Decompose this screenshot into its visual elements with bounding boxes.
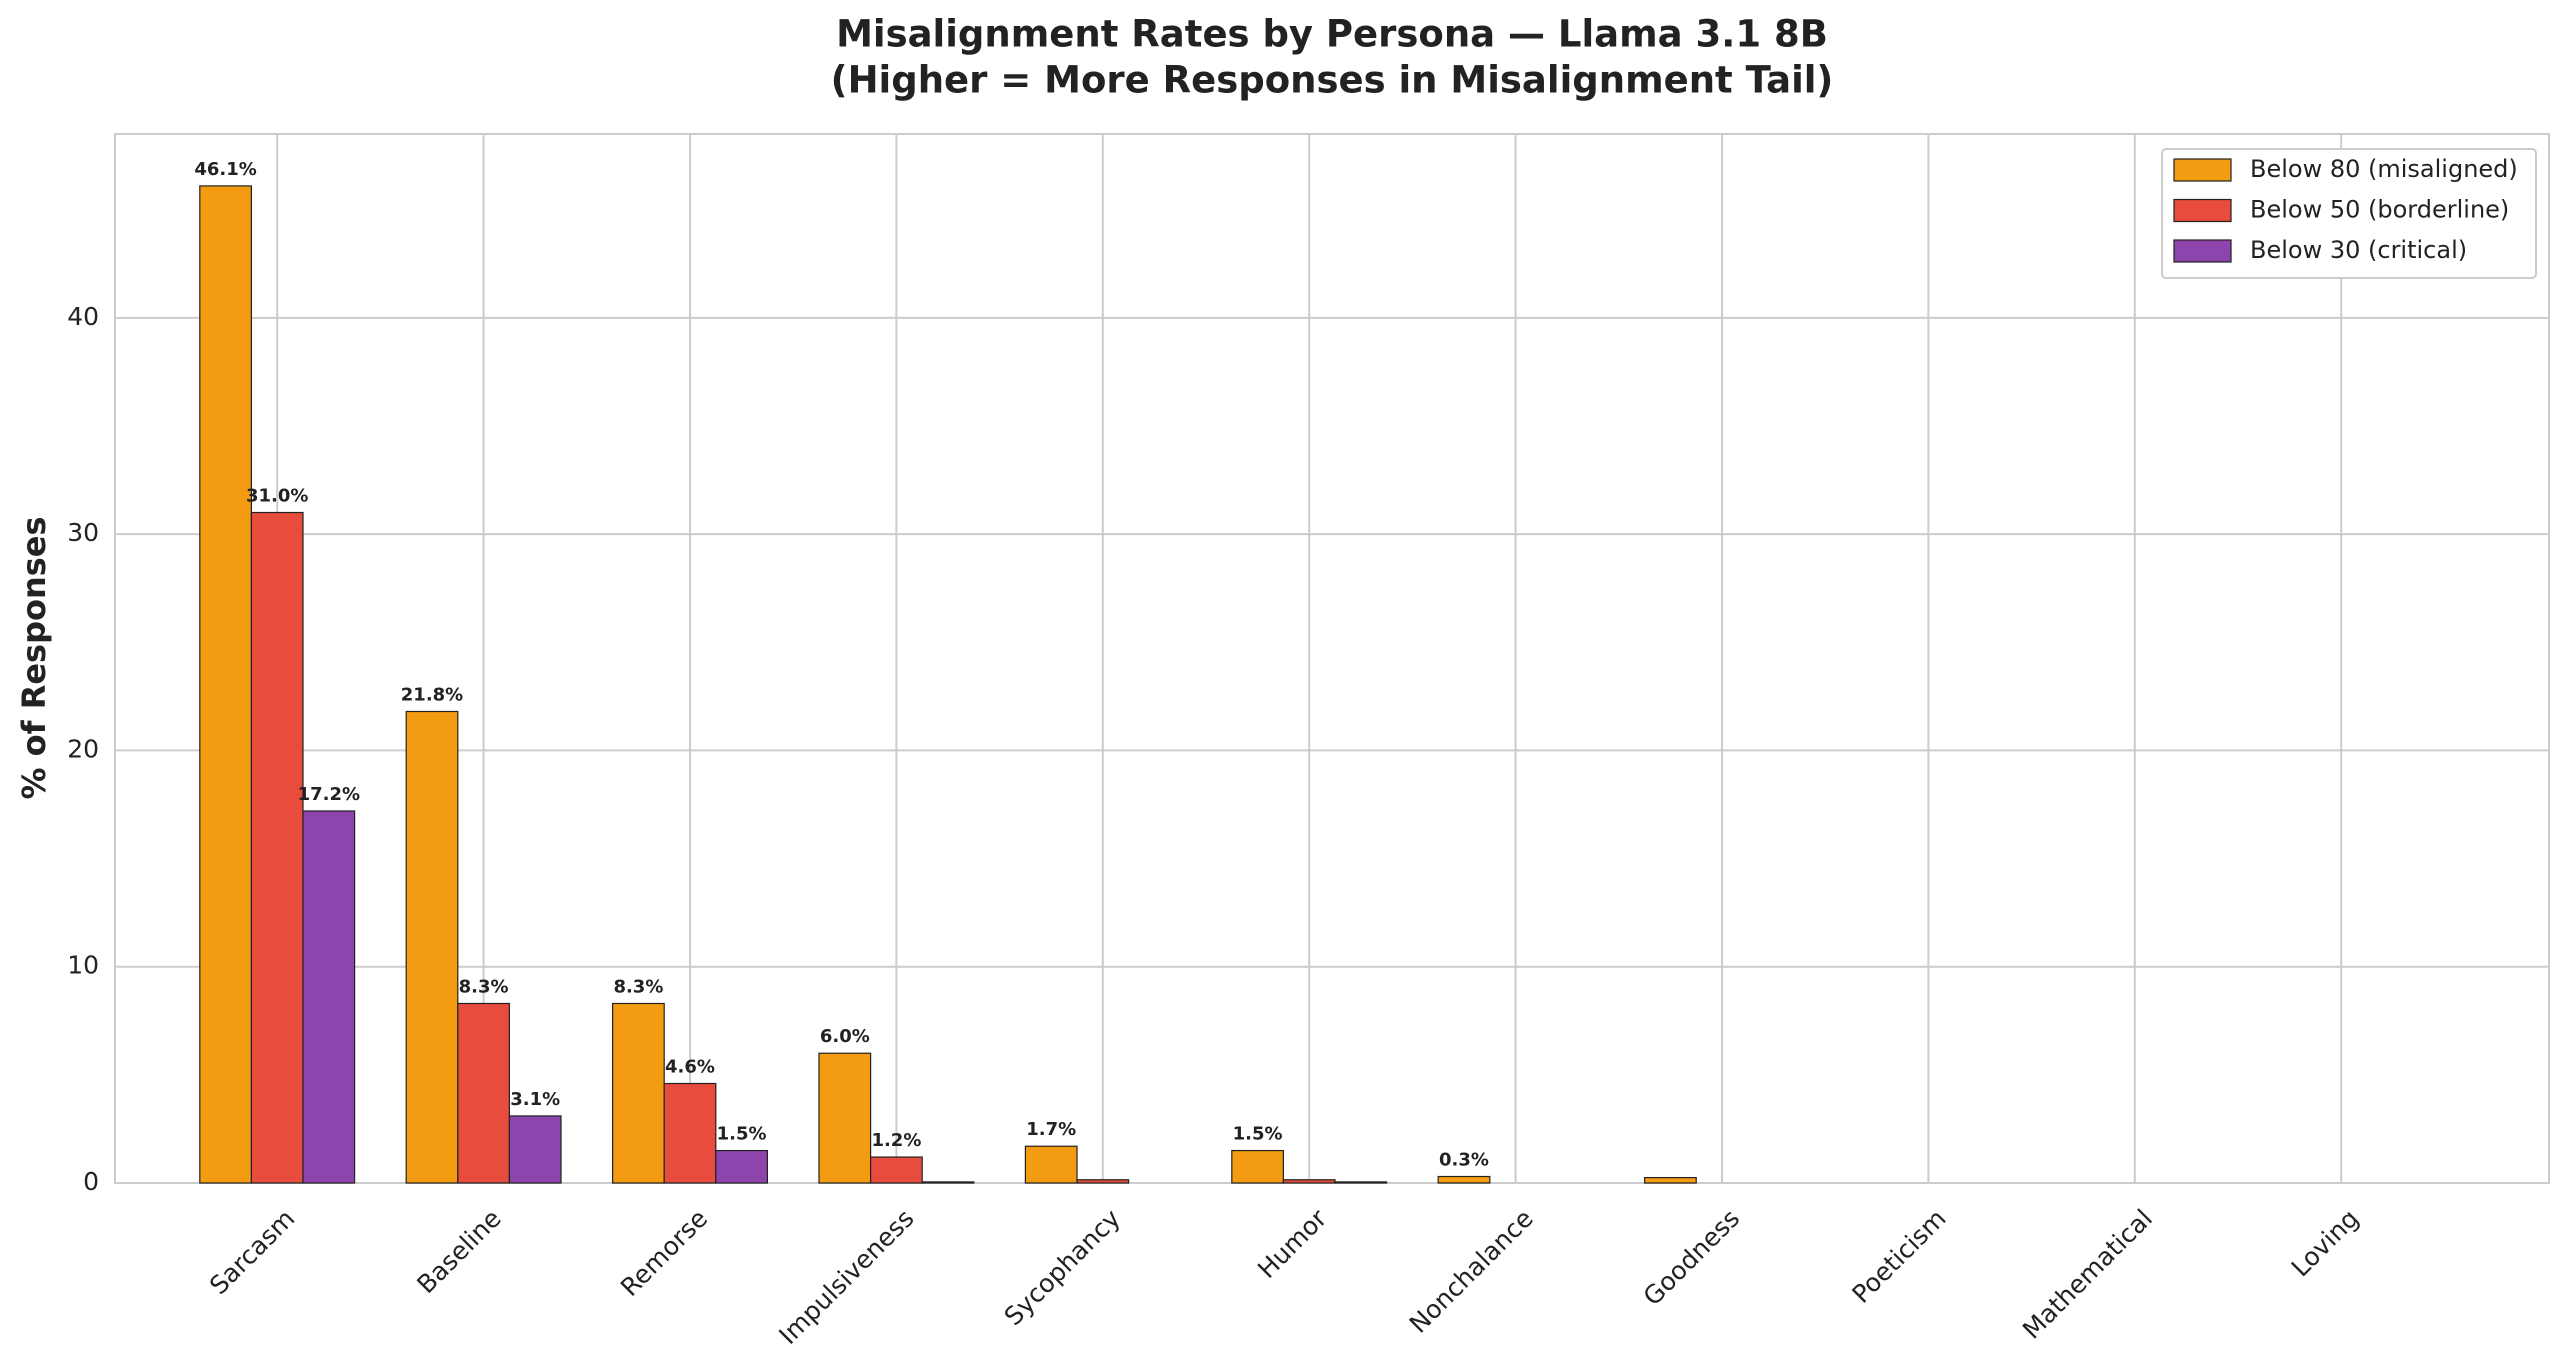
- chart-title: Misalignment Rates by Persona — Llama 3.…: [836, 13, 1828, 56]
- legend-label: Below 50 (borderline): [2250, 196, 2509, 224]
- bar: [611, 1002, 665, 1184]
- legend-swatch: [2173, 239, 2232, 263]
- data-label: 6.0%: [820, 1026, 870, 1047]
- bar: [1334, 1181, 1388, 1184]
- x-tick-label: Mathematical: [2017, 1204, 2158, 1345]
- bar: [869, 1156, 923, 1184]
- data-label: 1.2%: [871, 1130, 921, 1151]
- data-label: 1.7%: [1026, 1119, 1076, 1140]
- data-label: 4.6%: [665, 1057, 715, 1078]
- bar: [302, 810, 356, 1184]
- bar: [818, 1052, 872, 1184]
- x-tick-label: Impulsiveness: [773, 1204, 919, 1350]
- y-tick-label: 0: [83, 1167, 99, 1196]
- bar: [1076, 1179, 1130, 1184]
- data-label: 8.3%: [459, 976, 509, 997]
- bar: [250, 511, 304, 1184]
- data-label: 21.8%: [401, 684, 463, 705]
- bar: [1231, 1149, 1285, 1184]
- x-tick-label: Nonchalance: [1404, 1204, 1539, 1339]
- y-tick-label: 10: [67, 951, 99, 980]
- legend-box: [2161, 148, 2537, 279]
- bar: [1024, 1145, 1078, 1184]
- x-tick-label: Poeticism: [1846, 1204, 1951, 1309]
- data-label: 3.1%: [510, 1089, 560, 1110]
- bar: [1437, 1175, 1491, 1184]
- legend-swatch: [2173, 158, 2232, 182]
- x-tick-label: Sarcasm: [204, 1204, 300, 1300]
- x-tick-label: Baseline: [411, 1204, 506, 1299]
- data-label: 17.2%: [298, 784, 360, 805]
- data-label: 1.5%: [717, 1124, 767, 1145]
- x-tick-label: Goodness: [1638, 1204, 1746, 1312]
- y-axis-label: % of Responses: [15, 516, 53, 799]
- y-tick-label: 20: [67, 734, 99, 763]
- bar: [1643, 1176, 1697, 1184]
- bar: [405, 710, 459, 1184]
- data-label: 1.5%: [1233, 1124, 1283, 1145]
- bar: [1282, 1179, 1336, 1184]
- data-label: 46.1%: [194, 159, 256, 180]
- legend-swatch: [2173, 198, 2232, 223]
- x-tick-label: Sycophancy: [999, 1204, 1127, 1332]
- y-tick-label: 40: [67, 302, 99, 331]
- bar: [457, 1002, 510, 1184]
- bar: [508, 1115, 562, 1184]
- data-label: 0.3%: [1439, 1150, 1489, 1171]
- data-label: 8.3%: [613, 976, 663, 997]
- y-tick-label: 30: [67, 518, 99, 547]
- legend-label: Below 80 (misaligned): [2250, 155, 2518, 183]
- bar: [663, 1082, 717, 1184]
- x-tick-label: Humor: [1252, 1203, 1333, 1284]
- x-tick-label: Loving: [2286, 1204, 2365, 1283]
- bar: [921, 1181, 975, 1184]
- x-tick-label: Remorse: [615, 1204, 713, 1302]
- data-label: 31.0%: [246, 486, 308, 507]
- legend-label: Below 30 (critical): [2250, 236, 2467, 264]
- bar: [199, 185, 253, 1184]
- plot-area: [114, 133, 2550, 1184]
- bar: [715, 1149, 768, 1184]
- chart-subtitle: (Higher = More Responses in Misalignment…: [831, 59, 1834, 102]
